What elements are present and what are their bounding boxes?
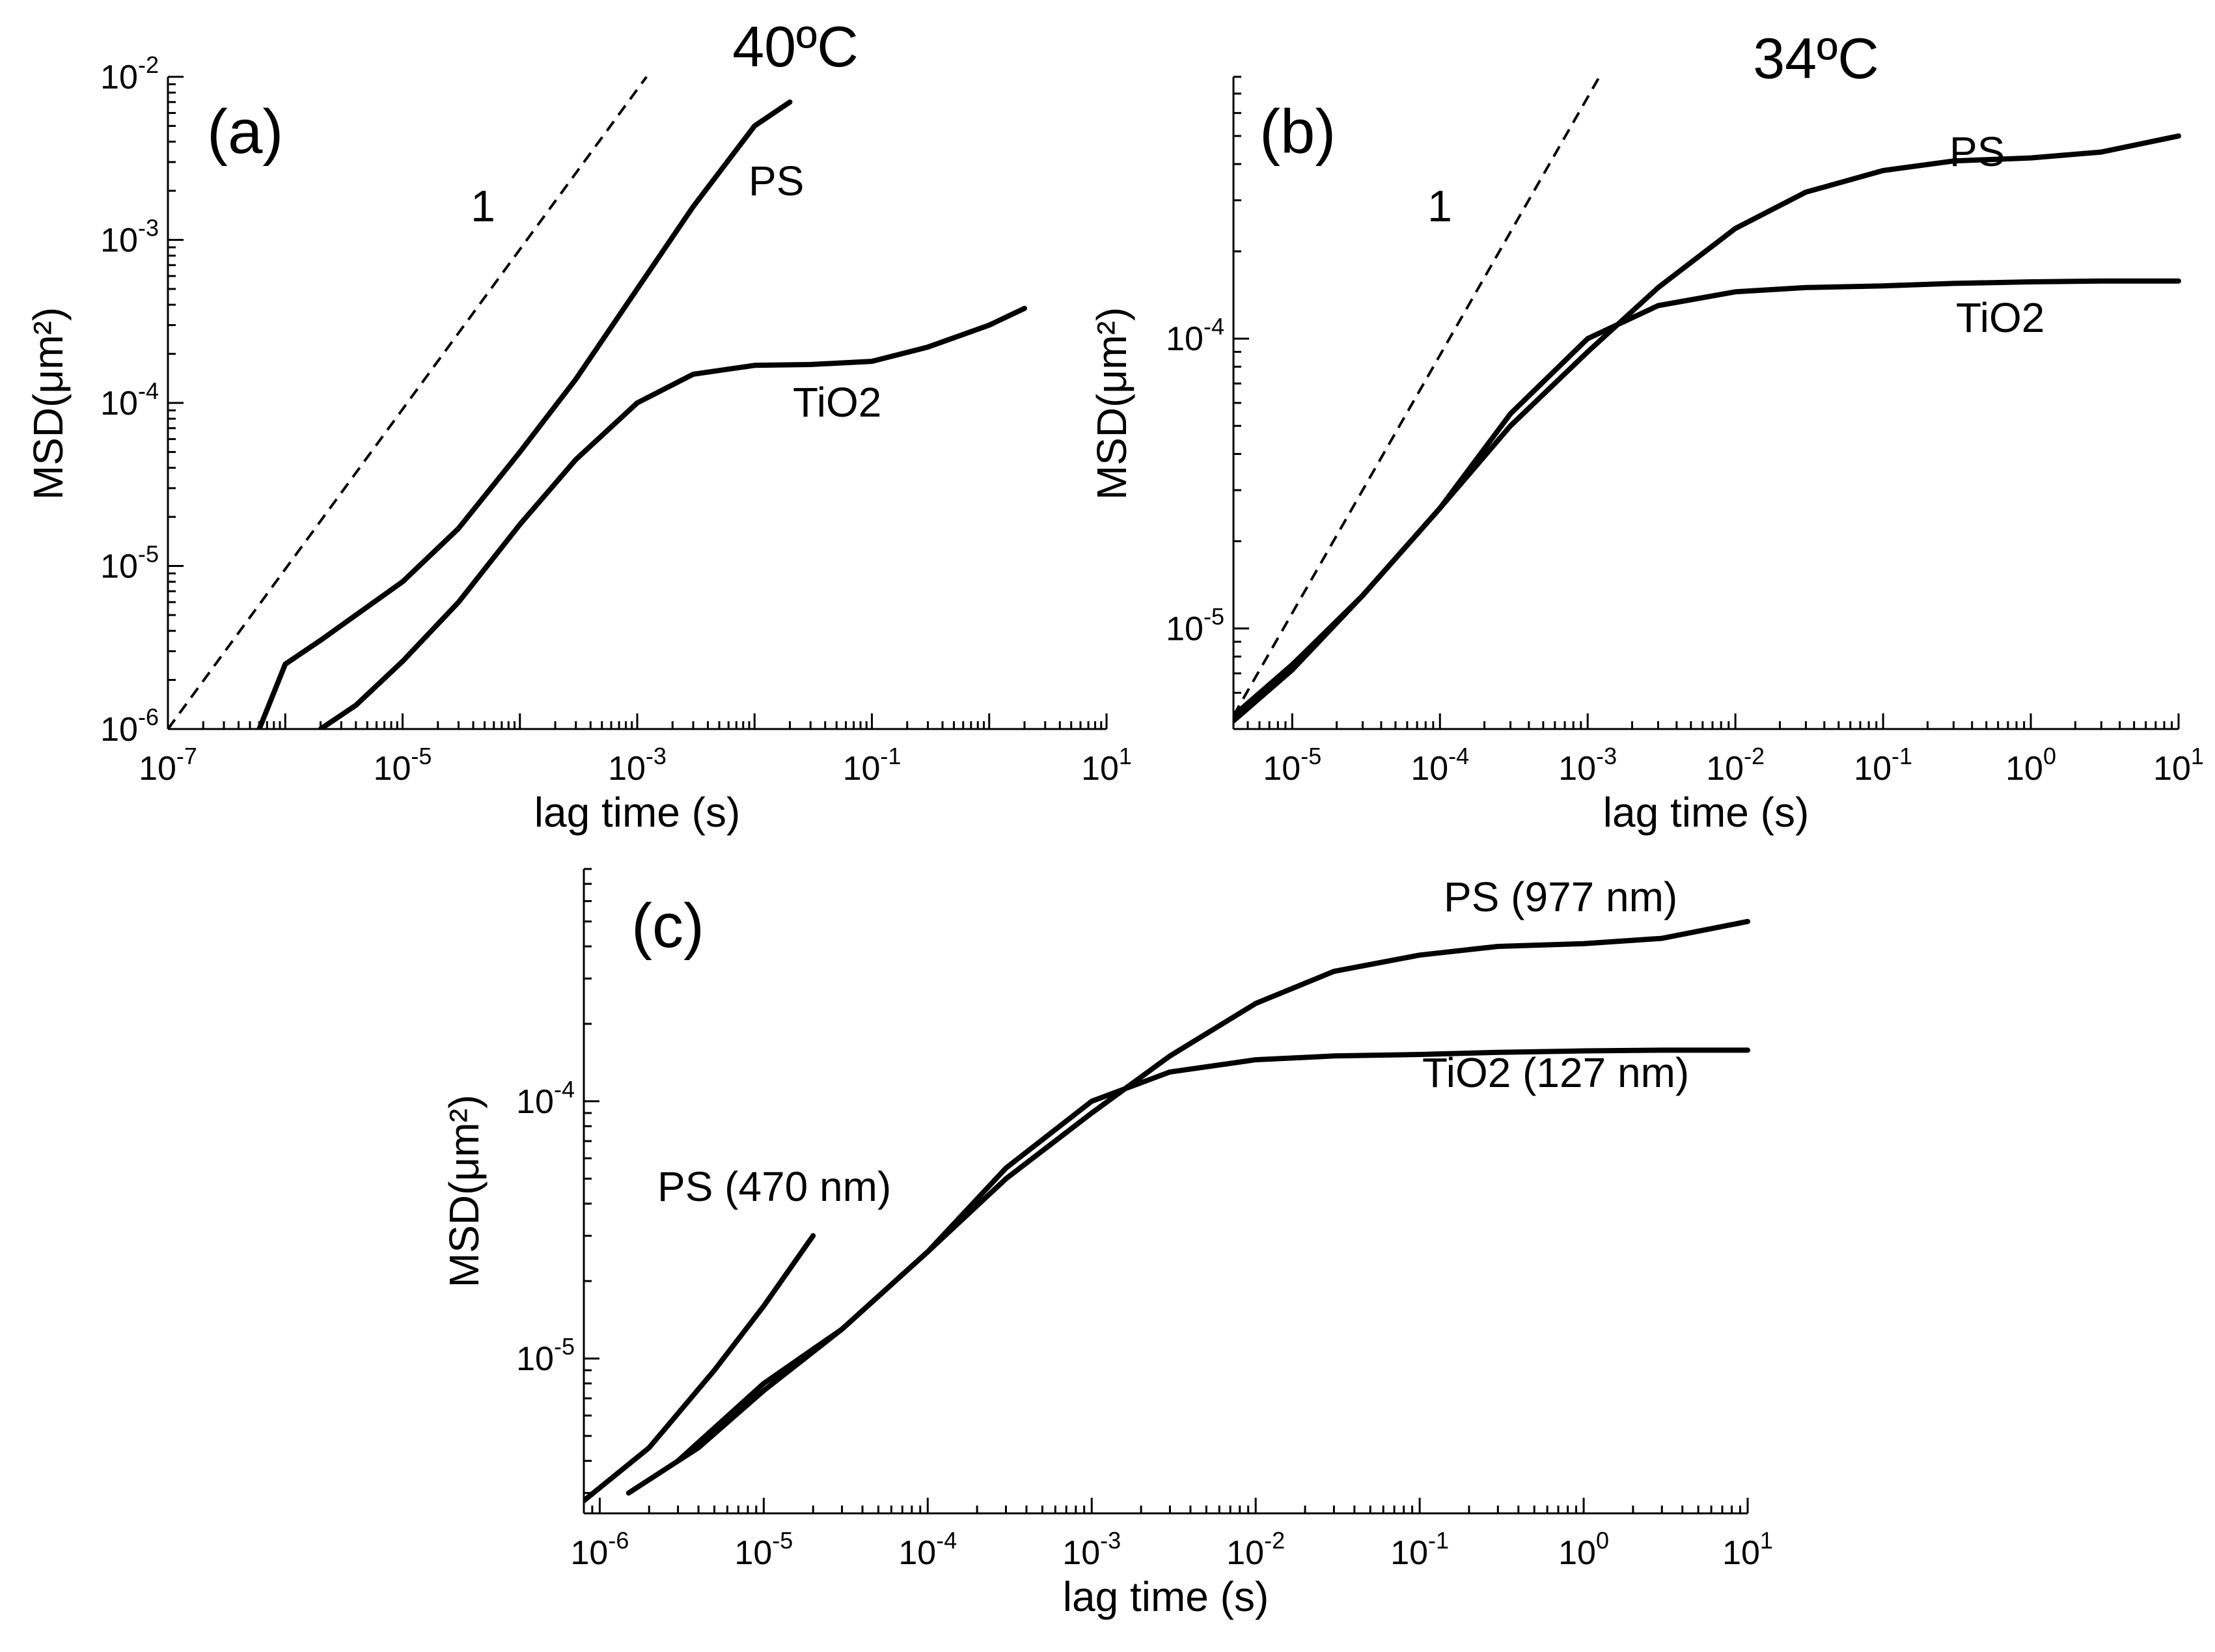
x-axis-label: lag time (s) [1063,1573,1269,1620]
y-tick-label: 10-5 [100,541,159,586]
x-tick-label: 100 [1558,1527,1609,1572]
y-tick-label: 10-3 [100,215,159,260]
chart-panel-1: 10-5 10-4 10-3 10-2 10-1 100 101 10-5 10-4 lag ti… [1088,26,2204,836]
series-line-2 [584,1233,816,1504]
series-line-1 [626,1047,1750,1496]
y-tick-label: 10-5 [516,1333,575,1378]
panel-label: (c) [631,891,704,961]
slope-label: 1 [471,182,495,231]
series-line-0 [1233,133,2181,719]
x-tick-label: 100 [2005,743,2056,788]
panel-label: (b) [1259,97,1336,167]
x-tick-label: 101 [1081,743,1132,788]
x-tick-label: 10-3 [1558,743,1617,788]
slope-label: 1 [1427,182,1452,231]
x-tick-label: 10-3 [608,743,667,788]
x-tick-label: 10-7 [139,743,197,788]
x-tick-label: 10-4 [898,1527,957,1572]
x-axis-label: lag time (s) [534,789,741,836]
y-axis-label: MSD(μm²) [441,1095,488,1287]
panel-label: (a) [207,97,283,167]
series-line-1 [1233,278,2181,724]
x-tick-label: 10-1 [1390,1527,1449,1572]
series-line-0 [256,99,793,729]
x-tick-label: 10-1 [843,743,901,788]
chart-panel-2: 10-6 10-5 10-4 10-3 10-2 10-1 100 101 10-5 10-4 la… [441,868,1773,1620]
x-tick-label: 10-6 [570,1527,629,1572]
y-tick-label: 10-5 [1166,603,1224,648]
series-label: TiO2 (127 nm) [1422,1049,1689,1096]
series-label: PS (470 nm) [657,1163,891,1210]
x-tick-label: 101 [2153,743,2204,788]
x-tick-label: 10-2 [1706,743,1765,788]
slope-guide-line [168,76,648,729]
x-tick-label: 10-5 [374,743,432,788]
y-tick-label: 10-4 [1166,313,1224,358]
x-axis-label: lag time (s) [1603,789,1809,836]
x-tick-label: 10-1 [1854,743,1912,788]
x-tick-label: 10-5 [1263,743,1321,788]
y-tick-label: 10-2 [100,51,159,96]
series-line-1 [318,305,1027,729]
series-label: PS [749,158,804,204]
y-axis-label: MSD(μm²) [1088,307,1135,500]
chart-title: 34ºC [1753,26,1879,90]
chart-panel-0: 10-7 10-5 10-3 10-1 101 10-6 10-5 10-4 10-3 10-2 l… [25,14,1132,836]
series-label: PS [1949,128,2005,175]
series-label: TiO2 [1956,294,2044,341]
y-tick-label: 10-4 [100,378,159,422]
x-tick-label: 10-3 [1062,1527,1121,1572]
series-label: TiO2 [793,379,881,426]
y-tick-label: 10-4 [516,1076,575,1121]
x-tick-label: 10-4 [1410,743,1469,788]
y-tick-label: 10-6 [100,704,159,749]
x-tick-label: 10-5 [734,1527,793,1572]
y-axis-label: MSD(μm²) [25,307,72,500]
chart-title: 40ºC [732,14,859,79]
x-tick-label: 101 [1722,1527,1773,1572]
series-label: PS (977 nm) [1444,874,1677,920]
x-tick-label: 10-2 [1226,1527,1285,1572]
slope-guide-line [1233,76,1601,717]
